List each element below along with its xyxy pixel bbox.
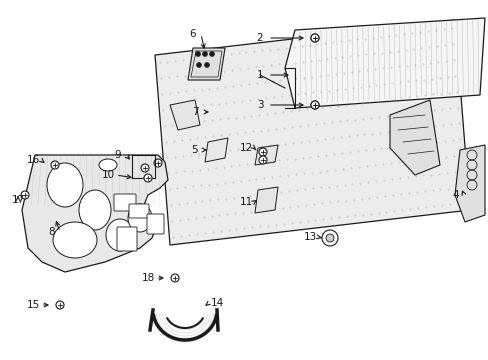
Ellipse shape — [106, 219, 134, 251]
Circle shape — [310, 101, 318, 109]
Text: 9: 9 — [115, 150, 121, 160]
Circle shape — [209, 51, 214, 57]
FancyBboxPatch shape — [117, 227, 137, 251]
Ellipse shape — [99, 159, 117, 171]
Polygon shape — [254, 187, 278, 213]
Circle shape — [51, 161, 59, 169]
Text: 14: 14 — [210, 298, 223, 308]
Polygon shape — [285, 18, 484, 108]
Circle shape — [196, 63, 201, 68]
Circle shape — [171, 274, 179, 282]
Text: 12: 12 — [239, 143, 252, 153]
Text: 7: 7 — [191, 107, 198, 117]
Circle shape — [259, 148, 266, 156]
Text: 13: 13 — [303, 232, 316, 242]
Text: 1: 1 — [256, 70, 263, 80]
FancyBboxPatch shape — [114, 194, 136, 211]
Circle shape — [141, 164, 149, 172]
Text: 2: 2 — [256, 33, 263, 43]
Polygon shape — [254, 145, 278, 165]
Text: 8: 8 — [49, 227, 55, 237]
Circle shape — [310, 34, 318, 42]
Polygon shape — [170, 100, 200, 130]
FancyBboxPatch shape — [129, 204, 149, 218]
Text: 5: 5 — [191, 145, 198, 155]
Text: 6: 6 — [189, 29, 196, 39]
Circle shape — [204, 63, 209, 68]
Text: 17: 17 — [11, 195, 24, 205]
Ellipse shape — [79, 190, 111, 230]
Circle shape — [195, 51, 200, 57]
Circle shape — [154, 159, 162, 167]
Circle shape — [310, 34, 318, 42]
Text: 10: 10 — [101, 170, 114, 180]
Circle shape — [321, 230, 337, 246]
Circle shape — [202, 51, 207, 57]
Circle shape — [21, 191, 29, 199]
Polygon shape — [22, 155, 168, 272]
FancyBboxPatch shape — [147, 214, 163, 234]
Circle shape — [143, 174, 152, 182]
Text: 18: 18 — [141, 273, 154, 283]
Text: 16: 16 — [26, 155, 40, 165]
Circle shape — [310, 101, 318, 109]
Ellipse shape — [47, 163, 83, 207]
Text: 4: 4 — [452, 190, 458, 200]
Circle shape — [325, 234, 333, 242]
Polygon shape — [454, 145, 484, 222]
Polygon shape — [204, 138, 227, 162]
Circle shape — [259, 156, 266, 164]
Circle shape — [56, 301, 64, 309]
Polygon shape — [389, 100, 439, 175]
Polygon shape — [155, 20, 469, 245]
Text: 11: 11 — [239, 197, 252, 207]
Polygon shape — [187, 48, 224, 80]
Text: 3: 3 — [256, 100, 263, 110]
Ellipse shape — [128, 204, 152, 232]
Text: 15: 15 — [26, 300, 40, 310]
Ellipse shape — [53, 222, 97, 258]
